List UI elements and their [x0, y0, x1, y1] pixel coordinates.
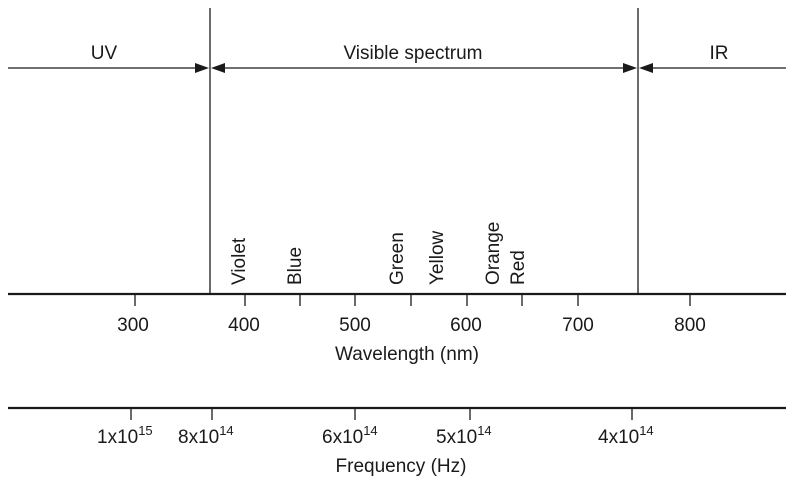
- frequency-tick-exponent: 14: [219, 423, 233, 438]
- frequency-tick-exponent: 14: [363, 423, 377, 438]
- frequency-tick-label: 4x1014: [598, 423, 654, 448]
- color-label-blue: Blue: [285, 247, 306, 285]
- wavelength-tick-label: 600: [450, 315, 482, 336]
- wavelength-tick-label: 400: [228, 315, 260, 336]
- color-label-orange: Orange: [483, 222, 504, 285]
- wavelength-tick-label: 800: [674, 315, 706, 336]
- color-label-green: Green: [387, 232, 408, 285]
- frequency-tick-exponent: 14: [639, 423, 653, 438]
- frequency-tick-label: 5x1014: [436, 423, 492, 448]
- frequency-tick-label: 1x1015: [97, 423, 153, 448]
- frequency-tick-mantissa: 6x10: [322, 427, 363, 448]
- wavelength-tick-label: 700: [562, 315, 594, 336]
- frequency-tick-mantissa: 1x10: [97, 427, 138, 448]
- frequency-tick-label: 8x1014: [178, 423, 234, 448]
- uv-label: UV: [91, 43, 118, 64]
- frequency-tick-label: 6x1014: [322, 423, 378, 448]
- color-label-yellow: Yellow: [427, 230, 448, 285]
- visible-arrowhead-right: [623, 63, 637, 73]
- frequency-tick-exponent: 14: [477, 423, 491, 438]
- wavelength-axis-title: Wavelength (nm): [335, 344, 479, 365]
- visible-spectrum-label: Visible spectrum: [343, 43, 482, 64]
- color-label-red: Red: [508, 250, 529, 285]
- frequency-tick-mantissa: 4x10: [598, 427, 639, 448]
- visible-arrowhead-left: [211, 63, 225, 73]
- frequency-tick-mantissa: 8x10: [178, 427, 219, 448]
- uv-arrowhead: [195, 63, 209, 73]
- frequency-tick-exponent: 15: [138, 423, 152, 438]
- wavelength-tick-label: 500: [339, 315, 371, 336]
- wavelength-tick-label: 300: [117, 315, 149, 336]
- ir-label: IR: [710, 43, 729, 64]
- ir-arrowhead: [639, 63, 653, 73]
- frequency-axis-title: Frequency (Hz): [336, 456, 467, 477]
- color-label-violet: Violet: [229, 237, 250, 285]
- frequency-tick-mantissa: 5x10: [436, 427, 477, 448]
